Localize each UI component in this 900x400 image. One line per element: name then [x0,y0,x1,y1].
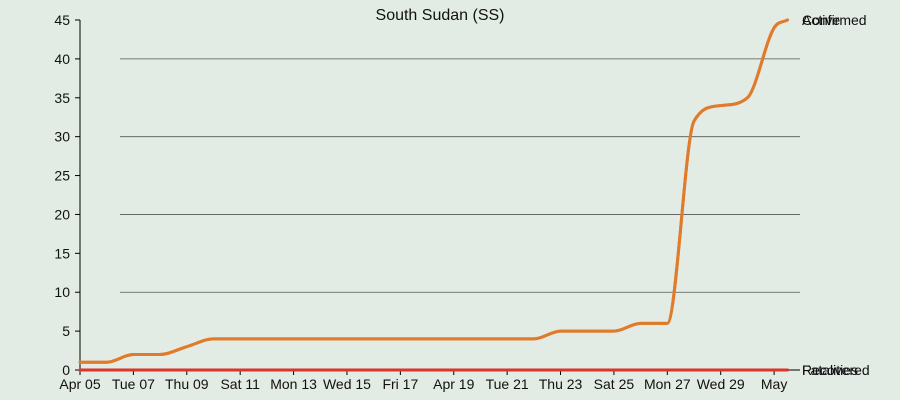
series-label-fatalities: Fatalities [802,362,858,378]
y-tick-label: 45 [54,12,70,28]
x-tick-label: Sat 11 [220,376,260,392]
x-tick-label: Thu 09 [165,376,209,392]
y-tick-label: 35 [54,90,70,106]
x-tick-label: Wed 15 [323,376,371,392]
x-tick-label: Apr 19 [433,376,474,392]
x-tick-label: Fri 17 [382,376,418,392]
y-tick-label: 15 [54,245,70,261]
y-tick-label: 25 [54,168,70,184]
y-tick-label: 5 [62,323,70,339]
series-line-confirmed [78,18,789,364]
series-line-active [78,18,789,364]
series-lines [78,18,789,372]
x-tick-label: Tue 07 [112,376,155,392]
axes: 0 5 10 15 20 25 30 35 40 45 Apr 05 Tue 07 Thu 09 Sat … [54,12,800,392]
x-tick-label: Wed 29 [697,376,745,392]
x-tick-label: Thu 23 [539,376,583,392]
grid-lines [120,58,800,293]
x-tick-label: Mon 27 [644,376,691,392]
y-tick-label: 10 [54,284,70,300]
x-tick-label: Sat 25 [594,376,635,392]
y-tick-label: 30 [54,129,70,145]
y-tick-label: 0 [62,362,70,378]
series-label-recovered: Recovered [802,362,870,378]
series-label-active: Active [802,12,840,28]
y-tick-label: 40 [54,51,70,67]
x-tick-label: Apr 05 [59,376,100,392]
x-tick-label: Tue 21 [486,376,529,392]
x-tick-label: May [761,376,787,392]
series-label-confirmed: Confirmed [802,12,867,28]
x-tick-label: Mon 13 [270,376,317,392]
chart-title: South Sudan (SS) [376,7,505,24]
y-tick-label: 20 [54,206,70,222]
